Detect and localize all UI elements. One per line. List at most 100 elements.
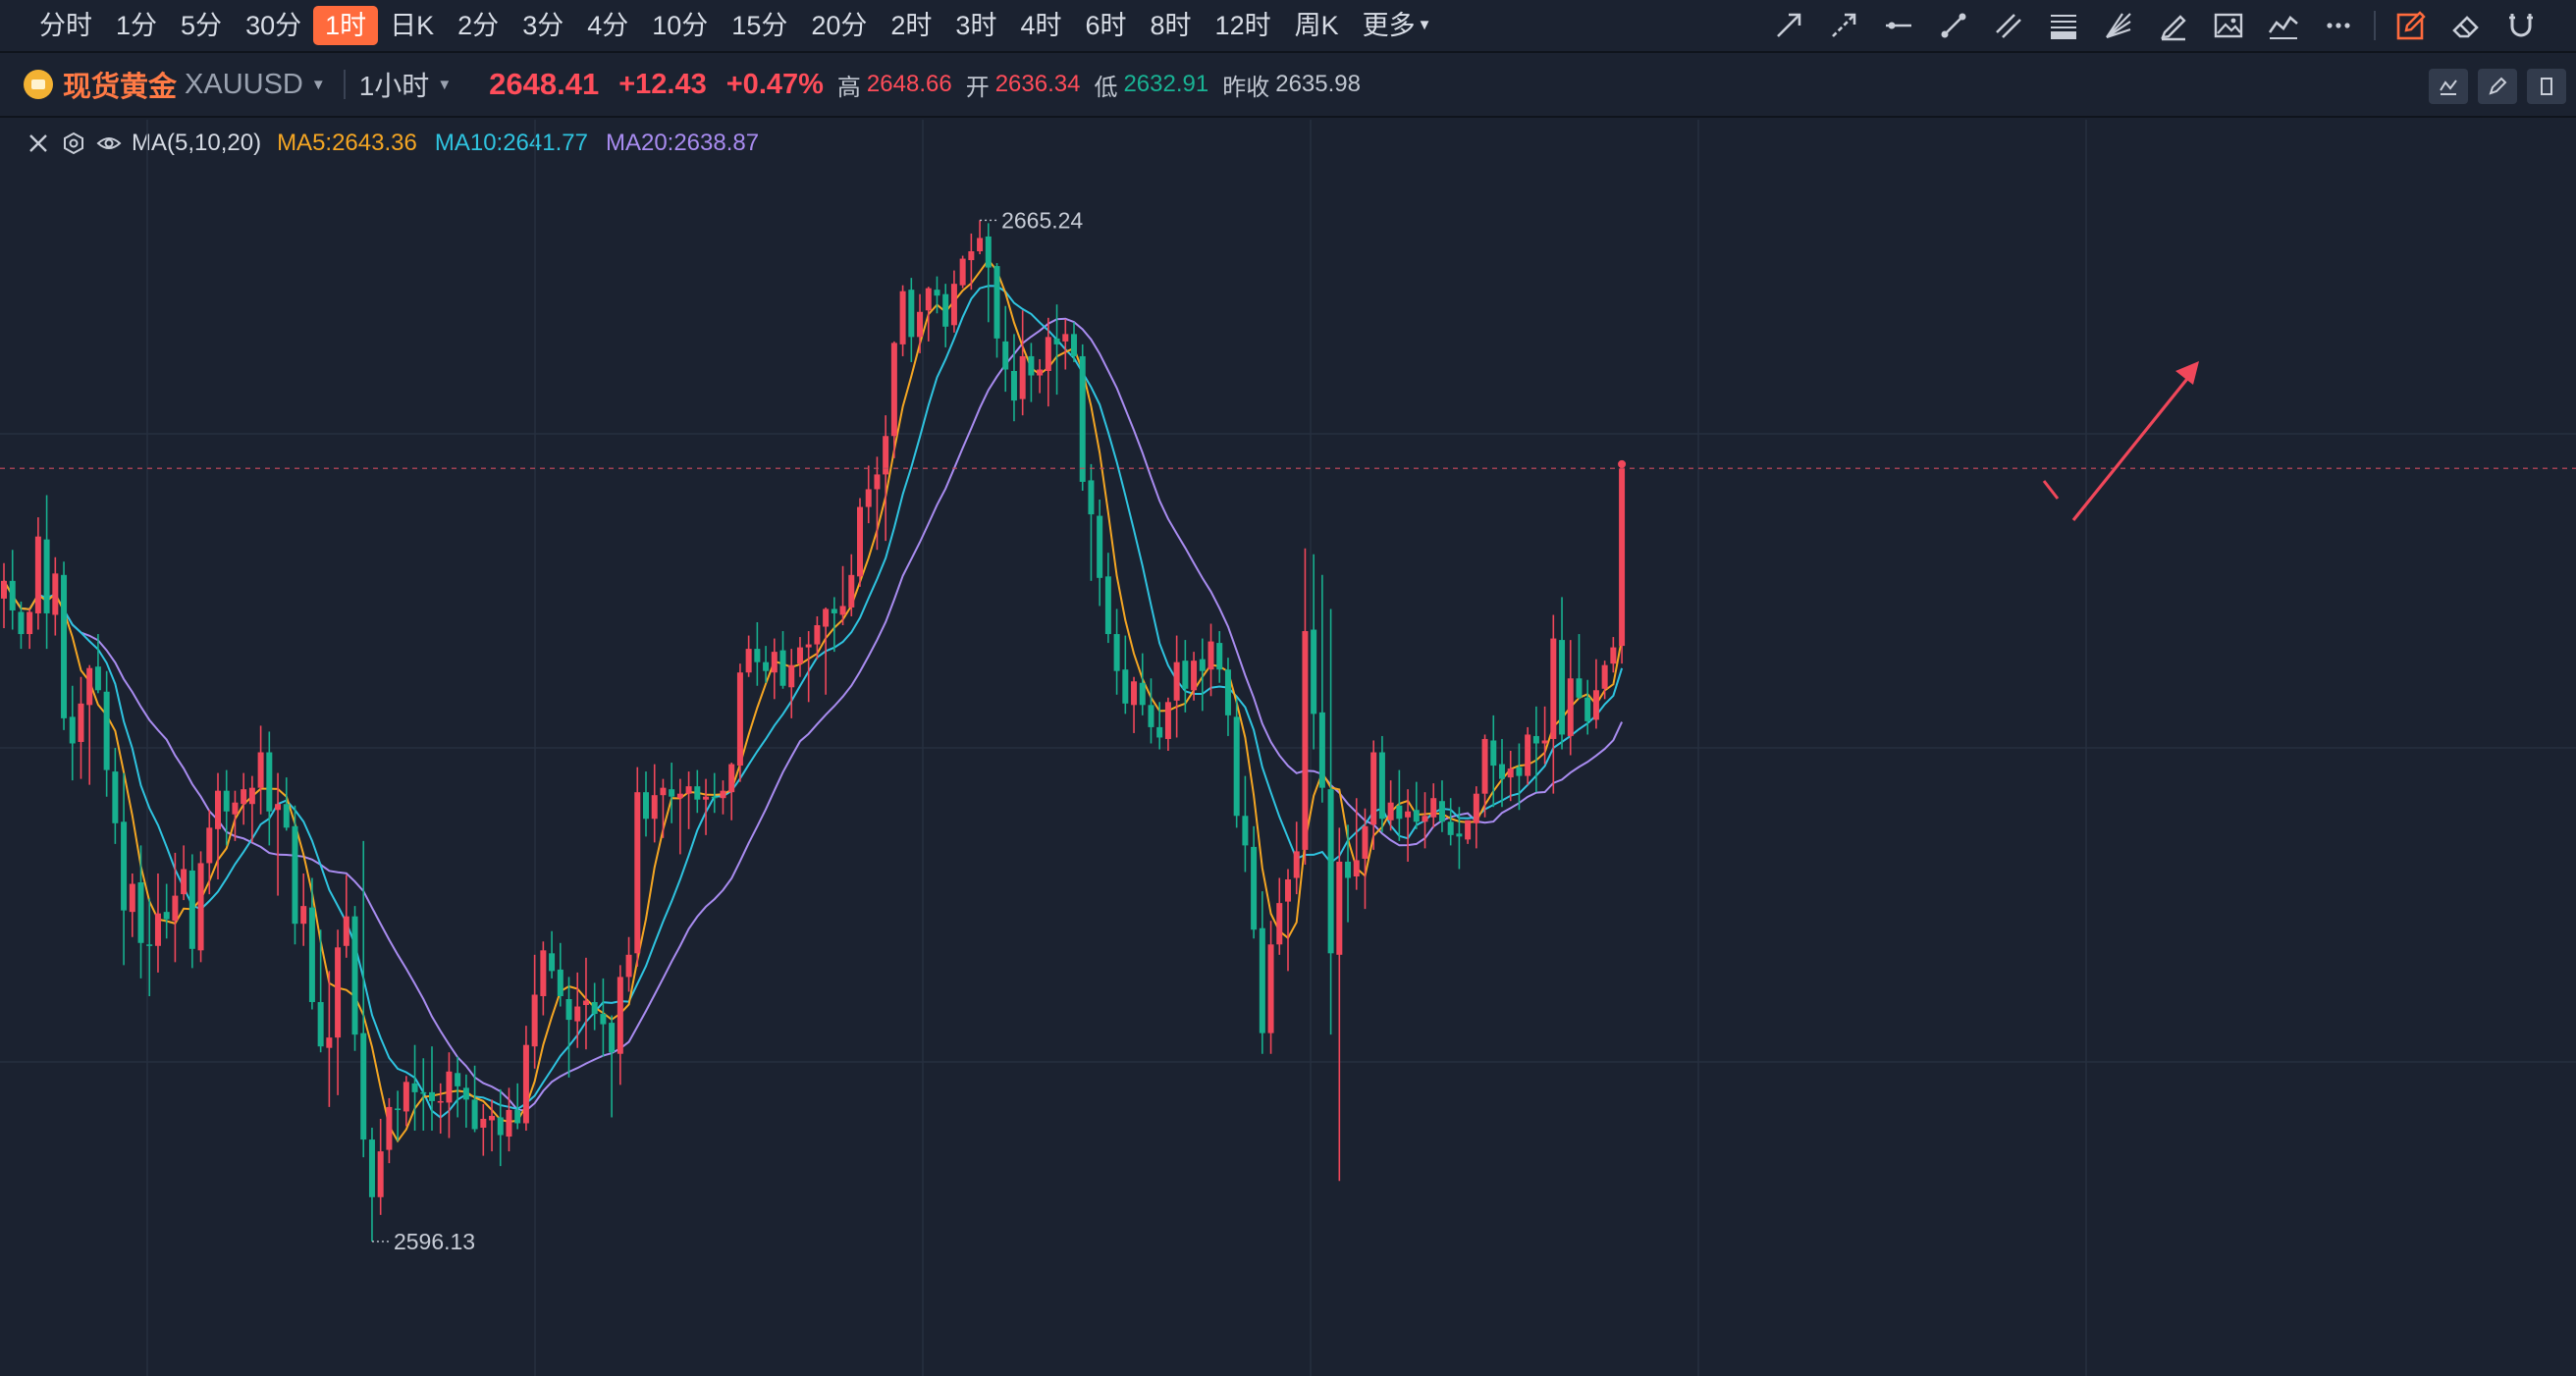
candle — [1345, 824, 1352, 923]
candle — [1516, 743, 1523, 811]
more-tools-icon[interactable] — [2311, 6, 2366, 45]
candle — [634, 767, 641, 967]
symbol-dropdown-icon[interactable]: ▼ — [310, 76, 326, 93]
period-tab[interactable]: 周K — [1294, 11, 1339, 40]
candle — [1088, 463, 1095, 581]
candle — [788, 649, 795, 718]
candle — [154, 873, 161, 973]
segment-line-icon[interactable] — [1926, 6, 1981, 45]
candle-body — [232, 802, 239, 815]
candle — [711, 772, 718, 814]
ray-line-icon[interactable] — [1816, 6, 1871, 45]
candle — [446, 1052, 453, 1138]
gann-fan-icon[interactable] — [2091, 6, 2146, 45]
ma-indicator-name: MA(5,10,20) — [132, 130, 262, 156]
candle — [1224, 658, 1231, 736]
candle-body — [890, 343, 897, 437]
period-tab[interactable]: 2分 — [457, 11, 500, 40]
candle-body — [489, 1115, 496, 1121]
candle — [188, 854, 195, 969]
brush-icon[interactable] — [2146, 6, 2201, 45]
period-tab[interactable]: 日K — [390, 11, 435, 40]
candlestick-chart[interactable]: 2665.24 2596.13 — [0, 120, 2576, 1376]
candle — [1601, 661, 1608, 700]
interval-selector[interactable]: 1小时 — [358, 71, 430, 101]
candle-body — [1601, 664, 1608, 689]
ma5-line — [3, 258, 1624, 1143]
period-tab[interactable]: 5分 — [181, 11, 223, 40]
period-tab[interactable]: 12时 — [1214, 11, 1271, 40]
period-tab[interactable]: 30分 — [245, 11, 302, 40]
candle-body — [1413, 810, 1420, 822]
candle-body — [977, 238, 984, 252]
interval-dropdown-icon[interactable]: ▼ — [437, 76, 453, 93]
period-tab[interactable]: 更多 — [1362, 11, 1416, 40]
candle — [69, 685, 76, 781]
candle-body — [1208, 641, 1214, 670]
candle — [129, 873, 135, 937]
edit-active-icon[interactable] — [2384, 6, 2439, 45]
parallel-line-icon[interactable] — [1981, 6, 2036, 45]
polyline-icon[interactable] — [2256, 6, 2311, 45]
period-tab[interactable]: 4时 — [1020, 11, 1062, 40]
candle-body — [308, 907, 315, 1003]
candle — [1311, 554, 1317, 750]
candle — [386, 1097, 393, 1164]
period-tab[interactable]: 3时 — [955, 11, 997, 40]
period-tab[interactable]: 2时 — [890, 11, 933, 40]
fibonacci-icon[interactable] — [2036, 6, 2091, 45]
candle-body — [1139, 682, 1146, 706]
candle — [1610, 637, 1617, 673]
candle — [1233, 699, 1240, 828]
period-tab[interactable]: 15分 — [731, 11, 788, 40]
candle — [549, 930, 556, 979]
candle — [1576, 634, 1583, 700]
candle — [275, 772, 282, 896]
period-tab[interactable]: 6时 — [1085, 11, 1127, 40]
period-tab[interactable]: 10分 — [652, 11, 709, 40]
trend-line-icon[interactable] — [1761, 6, 1816, 45]
candle — [395, 1090, 402, 1141]
candle-body — [660, 787, 667, 796]
open-label: 开 — [965, 74, 990, 101]
candle — [1028, 343, 1035, 402]
settings-icon[interactable] — [61, 131, 86, 156]
candle — [1532, 706, 1539, 793]
candle — [103, 670, 110, 797]
candle — [805, 631, 812, 703]
symbol-code[interactable]: XAUUSD — [185, 68, 303, 100]
period-tab[interactable]: 8时 — [1150, 11, 1192, 40]
candle — [660, 778, 667, 838]
candle-body — [1079, 355, 1086, 482]
candle-body — [1430, 798, 1437, 818]
candle-body — [360, 1032, 367, 1140]
period-tab[interactable]: 分时 — [39, 11, 92, 40]
candle-body — [34, 536, 41, 613]
period-tab[interactable]: 20分 — [811, 11, 868, 40]
draw-edit-icon[interactable] — [2478, 69, 2517, 104]
period-tab[interactable]: 1时 — [313, 6, 379, 45]
close-icon[interactable] — [26, 131, 51, 156]
eraser-icon[interactable] — [2439, 6, 2494, 45]
period-tab[interactable]: 4分 — [587, 11, 629, 40]
image-icon[interactable] — [2201, 6, 2256, 45]
candle-body — [1465, 820, 1472, 840]
period-tab[interactable]: 3分 — [522, 11, 564, 40]
indicator-icon[interactable] — [2429, 69, 2468, 104]
up-arrow-annotation — [2042, 361, 2199, 522]
symbol-name[interactable]: 现货黄金 — [63, 72, 178, 103]
candle-body — [1104, 576, 1111, 635]
more-dropdown-icon[interactable]: ▼ — [1417, 17, 1432, 33]
candle-body — [1456, 833, 1463, 837]
candle — [86, 664, 93, 785]
candle-body — [1396, 805, 1403, 820]
magnet-icon[interactable] — [2494, 6, 2549, 45]
candle-body — [1037, 369, 1044, 376]
candle-body — [1224, 669, 1231, 715]
candle-body — [1233, 716, 1240, 817]
settings-icon[interactable] — [2527, 69, 2566, 104]
eye-icon[interactable] — [96, 131, 122, 156]
period-tab[interactable]: 1分 — [116, 11, 158, 40]
candle-body — [514, 1109, 521, 1124]
horizontal-line-icon[interactable] — [1871, 6, 1926, 45]
